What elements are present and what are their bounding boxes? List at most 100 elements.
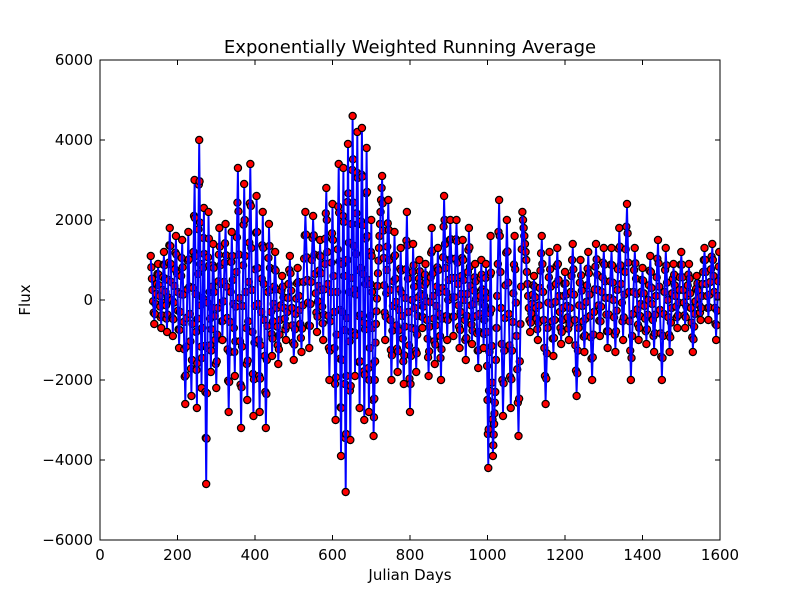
data-point <box>157 323 166 333</box>
data-point <box>430 359 439 369</box>
data-point <box>584 247 593 257</box>
data-point <box>308 211 318 221</box>
data-point <box>201 479 211 489</box>
data-point <box>615 223 624 233</box>
data-point <box>622 199 632 209</box>
y-tick-label: 4000 <box>55 131 93 149</box>
data-point <box>387 375 396 385</box>
data-point <box>381 335 390 345</box>
data-point <box>393 367 402 377</box>
data-point <box>184 227 193 237</box>
data-point <box>626 375 636 385</box>
data-point <box>258 207 267 217</box>
data-point <box>187 391 196 401</box>
data-point <box>630 243 639 253</box>
data-point <box>212 383 221 393</box>
data-point <box>506 403 515 413</box>
data-point <box>514 431 523 441</box>
data-point <box>224 407 233 417</box>
data-point <box>150 319 159 329</box>
data-point <box>239 179 249 189</box>
data-point <box>680 323 690 333</box>
data-point <box>467 339 477 349</box>
data-point <box>274 359 283 369</box>
data-point <box>369 431 378 441</box>
data-point <box>412 367 421 377</box>
data-point <box>255 407 264 417</box>
data-point <box>348 111 357 121</box>
data-point <box>270 247 280 257</box>
y-tick-label: −6000 <box>42 531 93 549</box>
data-point <box>711 335 720 345</box>
data-point <box>339 163 348 173</box>
data-point <box>455 343 464 353</box>
data-point <box>669 259 678 269</box>
data-point <box>252 191 261 201</box>
data-point <box>415 255 424 265</box>
data-point <box>181 399 190 409</box>
data-point <box>461 355 470 365</box>
data-point <box>481 259 491 269</box>
data-point <box>289 355 298 365</box>
data-point <box>704 315 713 325</box>
data-point <box>384 195 393 205</box>
data-point <box>236 423 246 433</box>
data-point <box>322 183 331 193</box>
data-point <box>700 243 709 253</box>
data-point <box>486 231 495 241</box>
data-point <box>537 231 546 241</box>
data-point <box>464 223 474 233</box>
data-point <box>452 215 461 225</box>
data-point <box>556 339 566 349</box>
data-point <box>677 247 686 257</box>
data-point <box>427 223 436 233</box>
data-point <box>341 487 350 497</box>
data-point <box>293 263 302 273</box>
data-point <box>553 243 562 253</box>
data-point <box>436 375 446 385</box>
data-point <box>159 247 169 257</box>
data-point <box>281 335 291 345</box>
data-point <box>715 247 720 257</box>
data-point <box>168 331 178 341</box>
data-point <box>498 411 508 421</box>
data-point <box>587 375 597 385</box>
x-tick-label: 200 <box>163 546 192 564</box>
data-point <box>246 159 255 169</box>
data-point <box>194 135 204 145</box>
data-point <box>408 239 418 249</box>
data-point <box>458 235 467 245</box>
data-point <box>618 335 628 345</box>
data-point <box>206 367 216 377</box>
data-point <box>221 219 230 229</box>
data-point <box>227 227 236 237</box>
data-point <box>488 451 498 461</box>
data-point <box>642 339 651 349</box>
data-point <box>634 335 643 345</box>
x-tick-label: 600 <box>318 546 347 564</box>
data-point <box>591 239 601 249</box>
data-point <box>230 371 240 381</box>
data-point <box>264 219 274 229</box>
data-point <box>572 391 581 401</box>
data-point <box>443 335 452 345</box>
data-point <box>564 335 574 345</box>
data-point <box>165 223 174 233</box>
data-point <box>533 335 543 345</box>
data-point <box>510 231 519 241</box>
data-point <box>204 207 213 217</box>
data-point <box>350 371 360 381</box>
data-point <box>405 407 415 417</box>
data-point <box>424 371 433 381</box>
data-point <box>277 271 287 281</box>
data-point <box>607 243 616 253</box>
x-tick-label: 1000 <box>468 546 506 564</box>
data-point <box>696 315 705 325</box>
data-point <box>688 347 698 357</box>
data-point <box>421 259 430 269</box>
x-tick-label: 1600 <box>701 546 739 564</box>
data-point <box>665 347 674 357</box>
data-point <box>346 435 355 445</box>
data-point <box>568 239 577 249</box>
